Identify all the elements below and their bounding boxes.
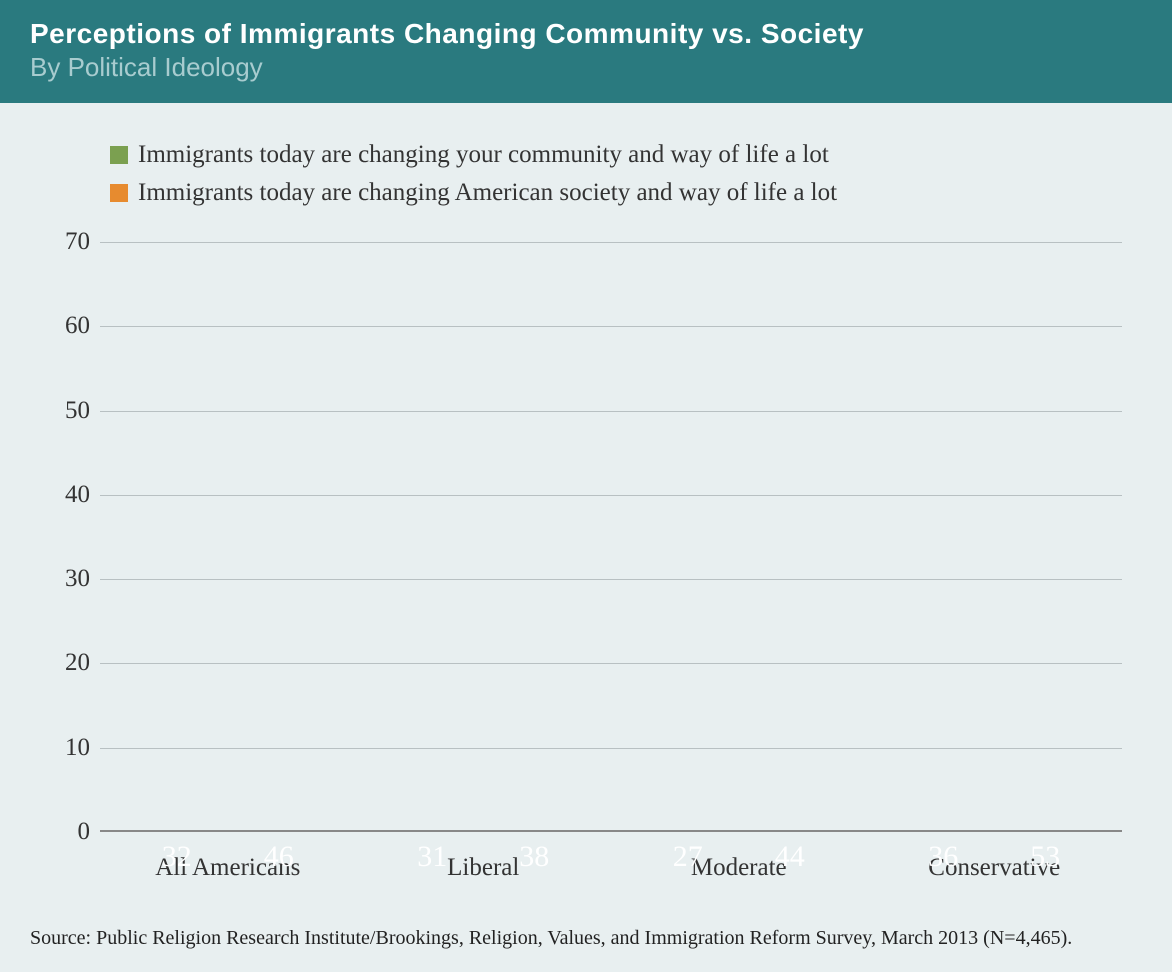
baseline	[100, 830, 1122, 832]
bars-container: 3246313827443653	[100, 242, 1122, 832]
x-tick-label: All Americans	[100, 854, 356, 882]
x-tick-label: Moderate	[611, 854, 867, 882]
y-tick-label: 30	[50, 565, 90, 593]
bar-value-label: 32	[162, 840, 192, 874]
bar-value-label: 31	[417, 840, 447, 874]
y-tick-label: 0	[50, 818, 90, 846]
x-tick-label: Liberal	[356, 854, 612, 882]
y-tick-label: 70	[50, 228, 90, 256]
chart-title: Perceptions of Immigrants Changing Commu…	[30, 18, 1142, 50]
legend-item-community: Immigrants today are changing your commu…	[110, 141, 1142, 169]
bar-value-label: 27	[673, 840, 703, 874]
legend-item-society: Immigrants today are changing American s…	[110, 179, 1142, 207]
bar-value-label: 36	[928, 840, 958, 874]
bar-value-label: 53	[1030, 840, 1060, 874]
legend-swatch-community	[110, 146, 128, 164]
x-axis-labels: All AmericansLiberalModerateConservative	[100, 854, 1122, 882]
bar-value-label: 46	[264, 840, 294, 874]
y-tick-label: 10	[50, 734, 90, 762]
chart-header: Perceptions of Immigrants Changing Commu…	[0, 0, 1172, 103]
chart-area: Immigrants today are changing your commu…	[0, 103, 1172, 882]
x-tick-label: Conservative	[867, 854, 1123, 882]
source-text: Source: Public Religion Research Institu…	[30, 927, 1142, 950]
y-tick-label: 40	[50, 481, 90, 509]
y-tick-label: 50	[50, 397, 90, 425]
chart-subtitle: By Political Ideology	[30, 52, 1142, 83]
legend-label-community: Immigrants today are changing your commu…	[138, 141, 829, 169]
legend-label-society: Immigrants today are changing American s…	[138, 179, 837, 207]
y-tick-label: 60	[50, 312, 90, 340]
bar-value-label: 38	[519, 840, 549, 874]
plot-area: 010203040506070 3246313827443653	[100, 242, 1122, 832]
legend: Immigrants today are changing your commu…	[110, 141, 1142, 207]
legend-swatch-society	[110, 184, 128, 202]
y-tick-label: 20	[50, 649, 90, 677]
bar-value-label: 44	[775, 840, 805, 874]
